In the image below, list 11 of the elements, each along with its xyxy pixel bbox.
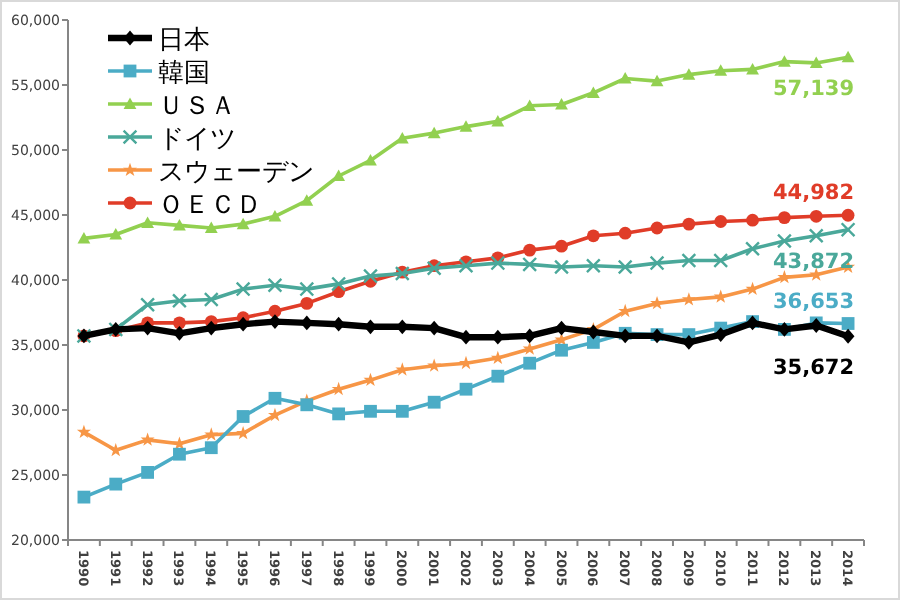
legend-label: 日本: [158, 26, 210, 56]
legend-label: ＵＳＡ: [158, 92, 236, 122]
data-label: 43,872: [773, 249, 855, 274]
legend-label: 韓国: [158, 59, 210, 89]
data-label: 36,653: [773, 289, 855, 314]
data-label: 57,139: [773, 77, 855, 102]
data-label: 44,982: [773, 181, 855, 206]
legend-label: ドイツ: [158, 125, 236, 155]
legend-label: ＯＥＣＤ: [158, 191, 262, 221]
data-label: 35,672: [773, 356, 855, 381]
legend-label: スウェーデン: [158, 158, 314, 188]
